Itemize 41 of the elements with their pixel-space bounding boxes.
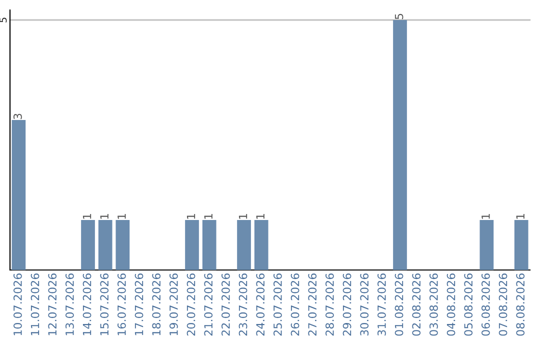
x-tick-label: 17.07.2026 [134,273,144,336]
x-tick-label: 04.08.2026 [446,273,456,336]
x-tick-label: 29.07.2026 [342,273,352,336]
x-tick-label: 03.08.2026 [429,273,438,336]
x-tick-label: 19.07.2026 [169,273,178,336]
x-tick-label: 02.08.2026 [412,273,421,336]
data-label: 1 [204,214,212,219]
x-tick-label: 22.07.2026 [221,273,230,336]
x-tick-label: 28.07.2026 [325,273,334,336]
x-tick-label: 31.07.2026 [377,273,386,336]
x-tick-label: 15.07.2026 [100,273,109,336]
x-tick-label: 25.07.2026 [273,273,282,336]
x-tick-label: 08.08.2026 [516,273,525,336]
data-label: 1 [118,214,126,219]
x-tick-label: 12.07.2026 [48,273,57,336]
x-tick-label: 14.07.2026 [82,273,92,336]
x-tick-label: 26.07.2026 [290,273,300,336]
data-label: 5 [394,14,404,20]
x-tick-label: 30.07.2026 [360,273,369,336]
data-label: 1 [256,214,264,219]
data-label: 3 [13,114,22,120]
x-tick-label: 07.08.2026 [498,273,508,336]
x-tick-label: 10.07.2026 [13,273,22,336]
x-tick-label: 01.08.2026 [394,273,404,336]
x-tick-label: 06.08.2026 [481,273,490,336]
data-label: 1 [186,214,196,219]
x-tick-label: 05.08.2026 [464,273,473,336]
x-tick-label: 27.07.2026 [308,273,317,336]
x-tick-label: 21.07.2026 [204,273,213,336]
data-label: 1 [482,214,490,219]
x-tick-label: 23.07.2026 [238,273,248,336]
data-label: 1 [82,214,92,219]
x-tick-label: 24.07.2026 [256,273,265,336]
x-tick-label: 11.07.2026 [30,273,40,336]
data-label: 1 [516,214,524,219]
x-tick-label: 16.07.2026 [117,273,126,336]
x-tick-label: 18.07.2026 [152,273,161,336]
data-label: 1 [100,214,108,219]
data-label: 1 [238,214,248,219]
x-tick-label: 20.07.2026 [186,273,196,336]
x-tick-label: 13.07.2026 [65,273,74,336]
